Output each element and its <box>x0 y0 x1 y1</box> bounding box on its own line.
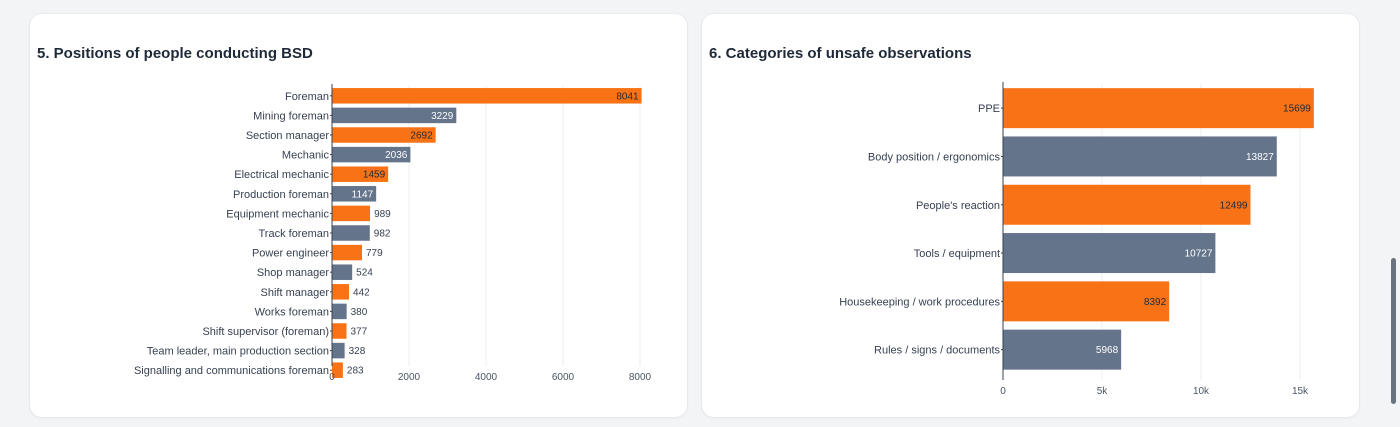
value-label: 15699 <box>1283 104 1311 115</box>
bar[interactable] <box>332 323 347 339</box>
value-label: 380 <box>351 307 368 318</box>
category-label: Mining foreman <box>253 110 329 122</box>
positions-bar-chart: Foreman 8041 Mining foreman 3229 Section man… <box>134 84 652 383</box>
bar[interactable] <box>332 127 436 143</box>
value-label: 10727 <box>1185 249 1213 260</box>
bar[interactable] <box>332 186 377 202</box>
bar[interactable] <box>1003 233 1216 274</box>
bar[interactable] <box>332 362 343 378</box>
x-tick-label: 2000 <box>398 372 421 383</box>
category-label: Body position / ergonomics <box>868 151 1001 163</box>
value-label: 8041 <box>616 91 639 102</box>
category-label: Mechanic <box>282 150 330 162</box>
x-tick-label: 15k <box>1292 386 1309 397</box>
category-label: PPE <box>978 103 1000 115</box>
value-label: 989 <box>374 209 391 220</box>
value-label: 1459 <box>363 170 386 181</box>
value-label: 8392 <box>1144 297 1167 308</box>
positions-chart-card: 5. Positions of people conducting BSD Fo… <box>30 14 687 417</box>
bar[interactable] <box>332 166 389 182</box>
value-label: 328 <box>349 346 366 357</box>
value-label: 12499 <box>1220 200 1248 211</box>
bar[interactable] <box>332 107 457 124</box>
bar[interactable] <box>332 284 350 300</box>
x-tick-label: 6000 <box>552 372 575 383</box>
category-label: People's reaction <box>916 200 1000 212</box>
value-label: 5968 <box>1096 345 1119 356</box>
category-label: Power engineer <box>252 248 329 260</box>
value-label: 377 <box>351 327 368 338</box>
bar[interactable] <box>332 342 345 359</box>
x-tick-label: 0 <box>1000 386 1006 397</box>
value-label: 283 <box>347 366 364 377</box>
category-label: Section manager <box>246 130 329 142</box>
categories-chart-card: 6. Categories of unsafe observations PPE… <box>702 14 1359 417</box>
category-label: Shift supervisor (foreman) <box>202 326 329 338</box>
category-label: Housekeeping / work procedures <box>839 296 1000 308</box>
category-label: Tools / equipment <box>914 248 1000 260</box>
category-label: Signalling and communications foreman <box>134 365 329 377</box>
category-label: Foreman <box>285 91 329 103</box>
value-label: 982 <box>374 229 391 240</box>
bar[interactable] <box>1003 329 1122 370</box>
page-scrollbar[interactable] <box>1386 0 1400 427</box>
bar[interactable] <box>1003 281 1170 322</box>
bar[interactable] <box>332 88 642 104</box>
category-label: Equipment mechanic <box>226 208 329 220</box>
bar[interactable] <box>1003 88 1314 129</box>
category-label: Works foreman <box>255 306 329 318</box>
value-label: 779 <box>366 248 383 259</box>
category-label: Rules / signs / documents <box>874 345 1000 357</box>
value-label: 524 <box>356 268 373 279</box>
scrollbar-thumb[interactable] <box>1391 258 1396 404</box>
x-tick-label: 4000 <box>475 372 498 383</box>
value-label: 442 <box>353 287 370 298</box>
value-label: 3229 <box>431 111 454 122</box>
bar[interactable] <box>1003 136 1277 177</box>
category-label: Shift manager <box>261 287 330 299</box>
x-tick-label: 10k <box>1193 386 1210 397</box>
bar[interactable] <box>332 146 411 163</box>
category-label: Shop manager <box>257 267 329 279</box>
category-label: Track foreman <box>258 228 329 240</box>
bar[interactable] <box>332 205 371 222</box>
value-label: 2692 <box>410 131 433 142</box>
category-label: Electrical mechanic <box>234 169 329 181</box>
category-label: Production foreman <box>233 189 329 201</box>
value-label: 1147 <box>352 189 374 200</box>
bar[interactable] <box>1003 184 1251 225</box>
bar[interactable] <box>332 264 353 280</box>
bar[interactable] <box>332 244 362 261</box>
chart-title: 5. Positions of people conducting BSD <box>37 45 313 62</box>
bar[interactable] <box>332 303 347 320</box>
value-label: 2036 <box>385 150 408 161</box>
category-label: Team leader, main production section <box>147 346 329 358</box>
x-tick-label: 8000 <box>629 372 652 383</box>
categories-bar-chart: PPE 15699 Body position / ergonomics 13827 P… <box>839 82 1314 397</box>
x-tick-label: 0 <box>329 372 335 383</box>
value-label: 13827 <box>1246 152 1274 163</box>
x-tick-label: 5k <box>1097 386 1109 397</box>
bar[interactable] <box>332 225 370 241</box>
chart-title: 6. Categories of unsafe observations <box>709 45 972 62</box>
